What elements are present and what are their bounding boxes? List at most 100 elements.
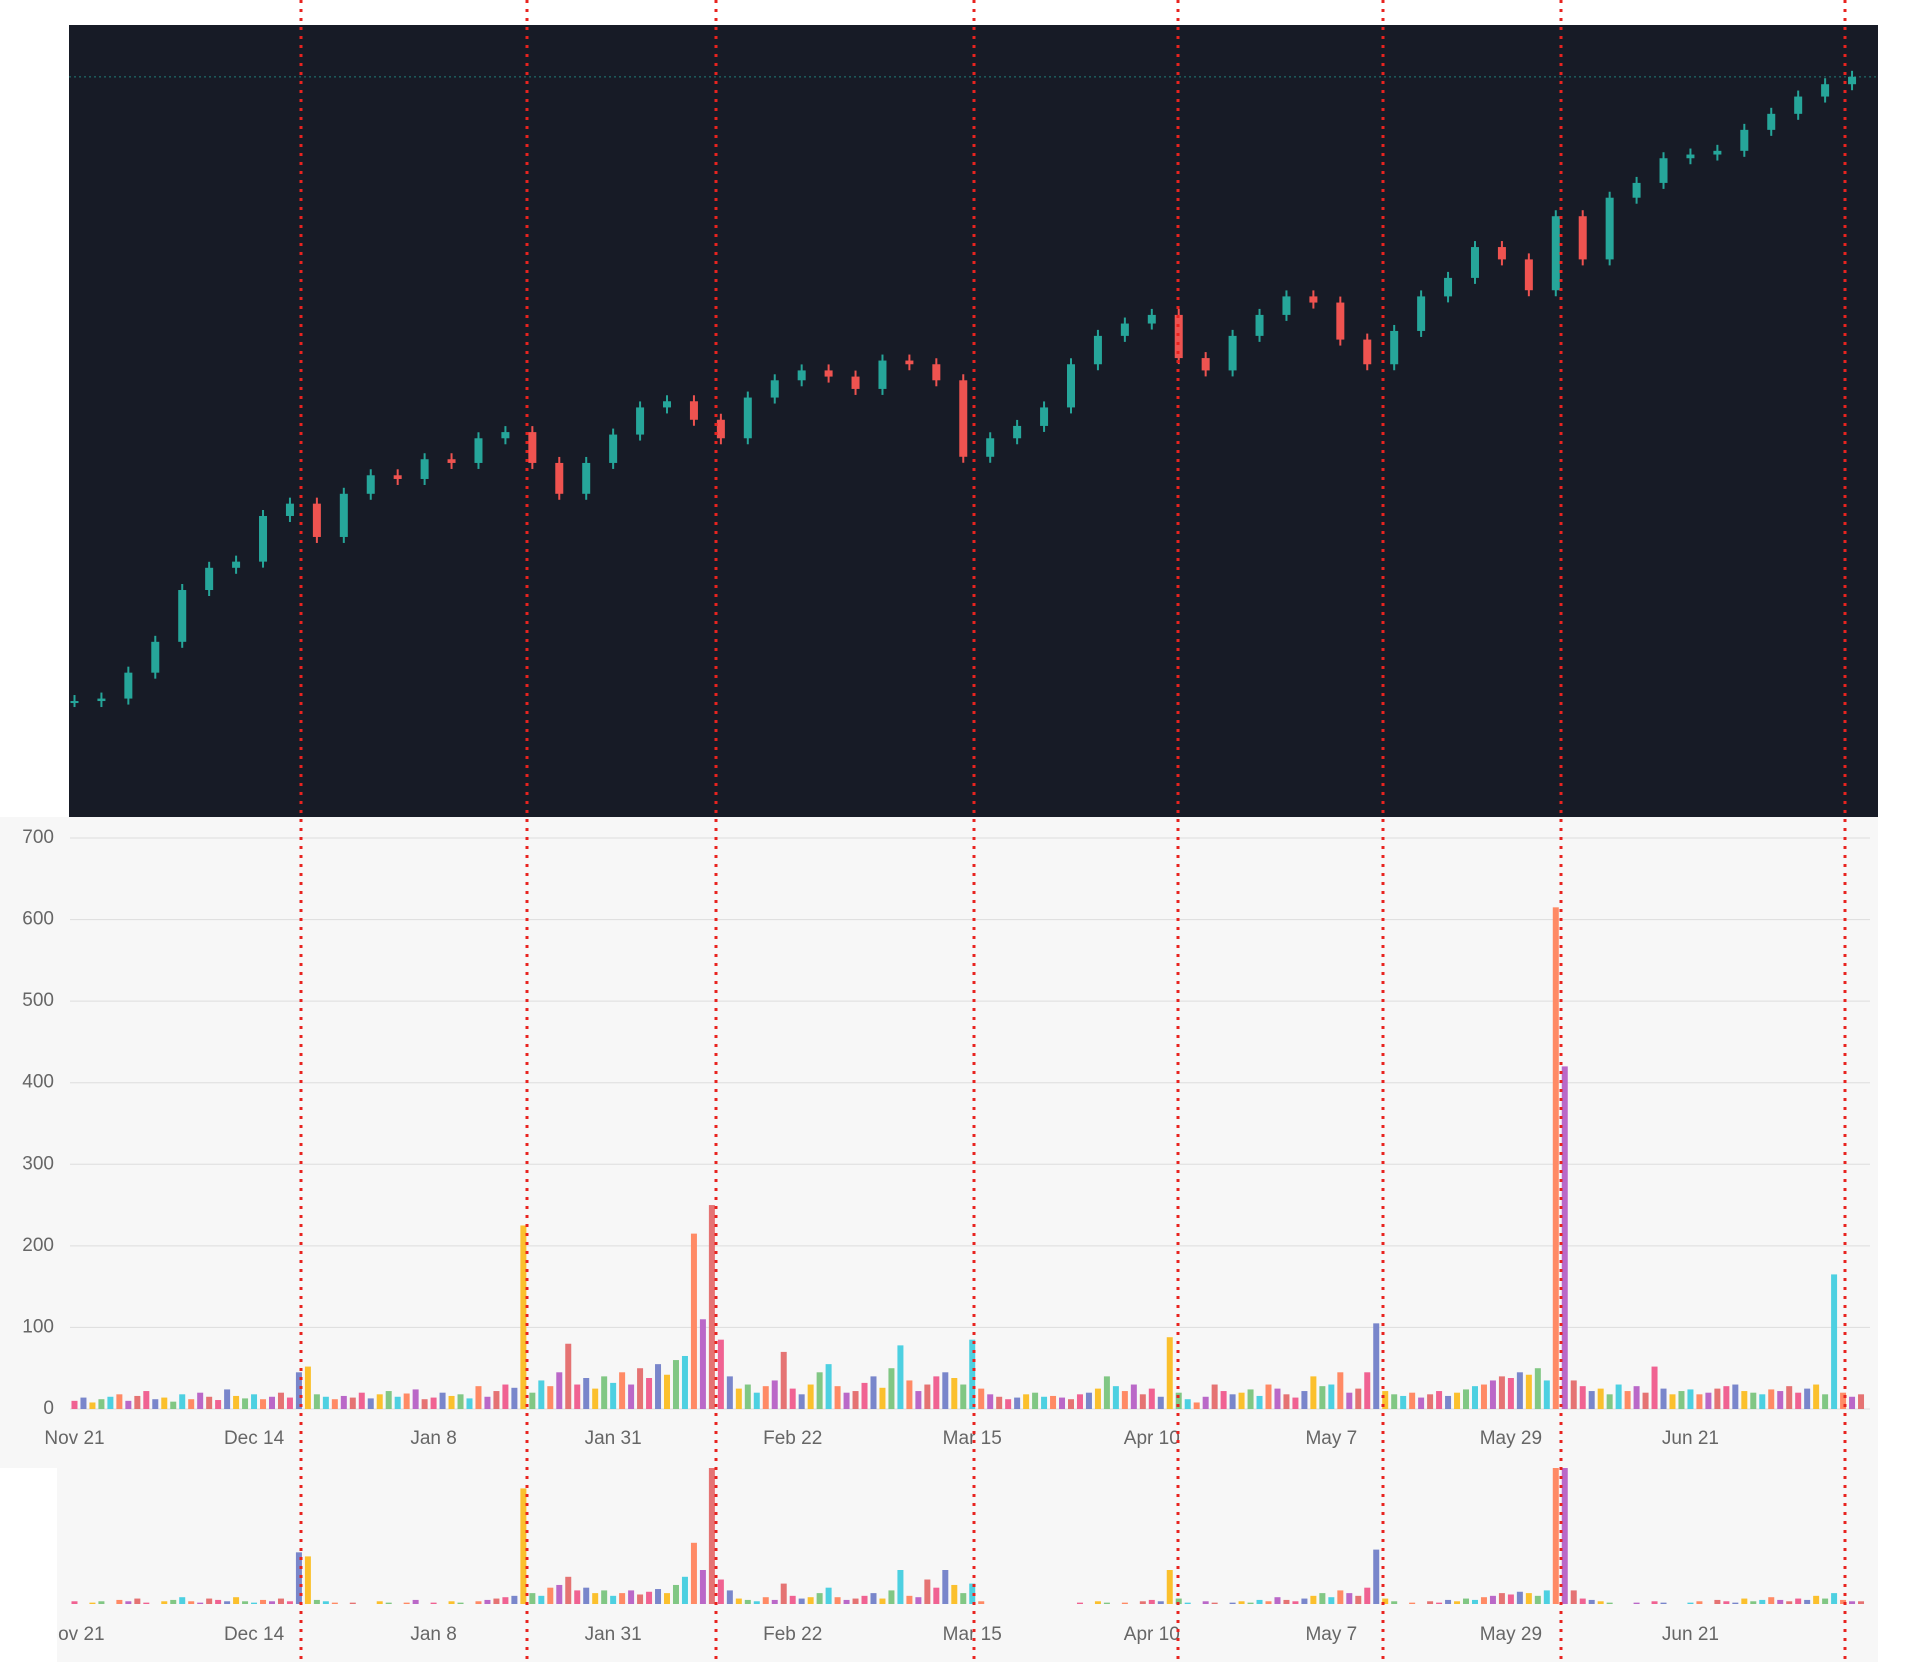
bar [672,1360,679,1409]
bar [1103,1376,1110,1409]
bar [1849,1396,1856,1409]
x-tick-label: Jun 21 [1662,1428,1719,1449]
candle-body [1470,247,1479,278]
bar [870,1593,877,1604]
bar [1480,1384,1487,1409]
bar [125,1400,132,1409]
bar [897,1345,904,1409]
bar [628,1384,635,1409]
bar [188,1601,195,1604]
bar [969,1583,976,1604]
bar [610,1382,617,1409]
candle-body [97,698,106,702]
candle-body [1363,339,1372,365]
bar [1687,1602,1694,1604]
bar [1103,1602,1110,1604]
bar [1552,1468,1559,1604]
bar [385,1391,392,1409]
bar [1139,1601,1146,1604]
bar [933,1587,940,1604]
bar [726,1590,733,1604]
bar [1355,1388,1362,1409]
candle-body [178,590,187,642]
bar [1041,1396,1048,1409]
bar [1256,1599,1263,1604]
bar [816,1593,823,1604]
bar [385,1602,392,1604]
bar [960,1593,967,1604]
bar [179,1394,186,1409]
bar [286,1601,293,1604]
bar [430,1602,437,1604]
bar [1094,1388,1101,1409]
bar [1480,1597,1487,1604]
bar [1552,907,1559,1409]
bar [1651,1366,1658,1409]
bar [717,1339,724,1409]
bar [1292,1601,1299,1604]
bar [197,1392,204,1409]
bar [1831,1593,1838,1604]
bar [1741,1391,1748,1409]
candle-body [582,462,591,494]
bar [1543,1380,1550,1409]
bar [457,1394,464,1409]
bar [394,1396,401,1409]
bar [1310,1376,1317,1409]
bar [592,1593,599,1604]
bar [681,1355,688,1409]
bar [1624,1391,1631,1409]
bar [313,1394,320,1409]
bar [268,1601,275,1604]
bar [233,1395,240,1409]
bar [1346,1593,1353,1604]
bar [242,1398,249,1409]
bar [1723,1386,1730,1409]
bar [1301,1598,1308,1604]
bar [1579,1598,1586,1604]
bar [690,1233,697,1409]
y-tick-label: 700 [22,827,54,848]
bar [1355,1595,1362,1604]
bar [1651,1601,1658,1604]
bar [170,1599,177,1604]
bar [511,1387,518,1409]
bar [421,1399,428,1409]
bar [1157,1601,1164,1604]
candle-body [1848,76,1857,85]
candle-body [1147,314,1156,324]
candle-body [1659,158,1668,183]
bar [1840,1392,1847,1409]
bar [1274,1597,1281,1604]
candle-body [1794,96,1803,114]
bar [1337,1372,1344,1409]
bar [1184,1602,1191,1604]
bar [89,1402,96,1409]
panel-background [0,817,1878,1468]
bar [565,1343,572,1409]
bar [1202,1601,1209,1604]
bar [664,1374,671,1409]
bar [1543,1590,1550,1604]
bar [1409,1392,1416,1409]
bar [1705,1392,1712,1409]
x-tick-label: May 29 [1480,1428,1542,1449]
x-tick-label: Nov 21 [44,1428,104,1449]
bar [1292,1397,1299,1409]
bar [376,1394,383,1409]
bar [116,1599,123,1604]
bar [1516,1372,1523,1409]
bar [403,1393,410,1409]
bar [1831,1274,1838,1409]
x-tick-label: May 29 [1480,1624,1542,1645]
bar [1795,1392,1802,1409]
bar [574,1384,581,1409]
bar [1274,1388,1281,1409]
candle-body [932,364,941,381]
bar [1373,1549,1380,1604]
y-tick-label: 100 [22,1316,54,1337]
bar [1471,1599,1478,1604]
bar [583,1587,590,1604]
bar [699,1319,706,1409]
candle-body [285,503,294,516]
